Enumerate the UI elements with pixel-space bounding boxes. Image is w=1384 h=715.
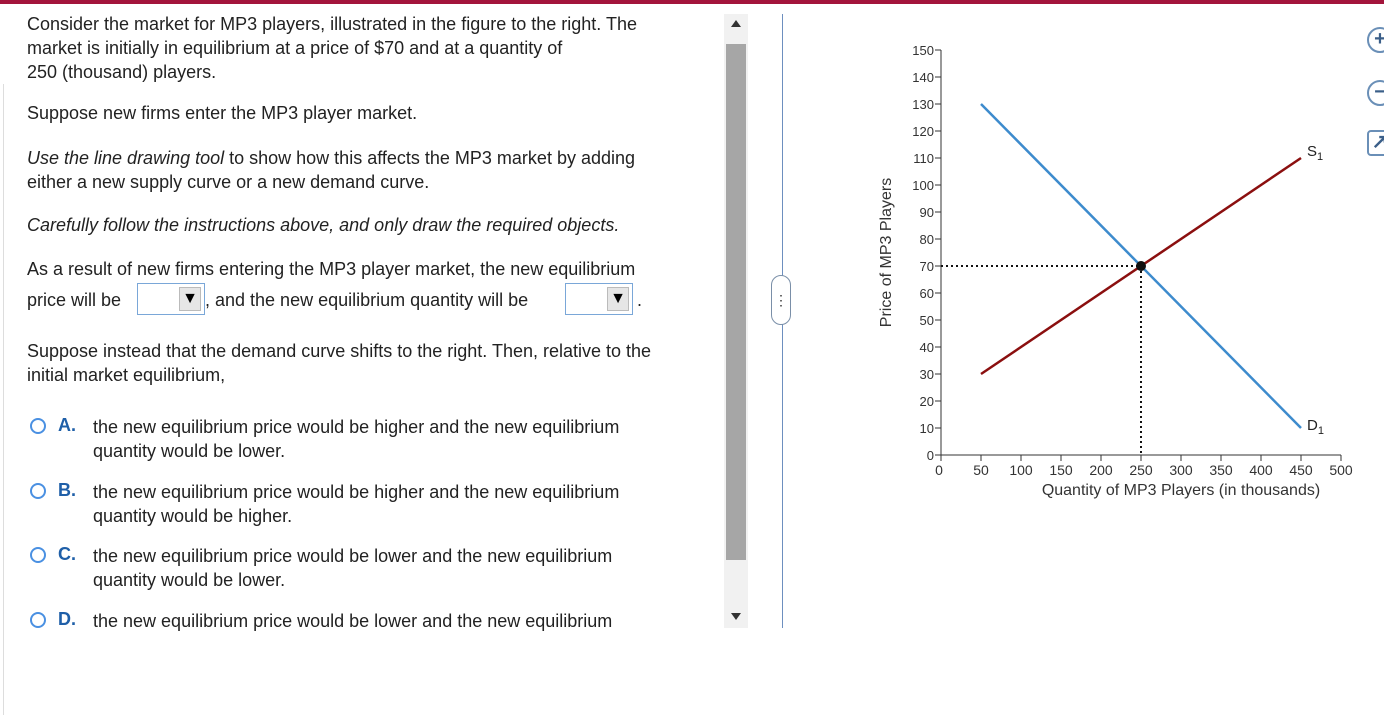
- suppose-text: Suppose new firms enter the MP3 player m…: [27, 103, 418, 123]
- scroll-down-arrow-icon[interactable]: [731, 613, 741, 620]
- suppose-instead-line-1: Suppose instead that the demand curve sh…: [27, 341, 652, 361]
- option-d-line-1: the new equilibrium price would be lower…: [93, 611, 613, 631]
- x-tick-label: 400: [1249, 462, 1273, 478]
- scroll-thumb[interactable]: [726, 44, 746, 560]
- quantity-will-be-label: , and the new equilibrium quantity will …: [205, 290, 529, 310]
- pane-resize-handle[interactable]: ⋮: [771, 275, 791, 325]
- x-tick-label: 0: [935, 462, 943, 478]
- price-dropdown-arrow-icon: ▼: [179, 287, 201, 311]
- intro-text: Consider the market for MP3 players, ill…: [27, 12, 637, 84]
- option-a-line-1: the new equilibrium price would be highe…: [93, 417, 620, 437]
- option-d-radio[interactable]: [30, 612, 46, 628]
- option-c-radio[interactable]: [30, 547, 46, 563]
- supply-demand-chart[interactable]: 0 10 20 30 40 50 60 70 80 90 100 110 120 130 140 150 0 5…: [860, 30, 1370, 510]
- option-b-text: the new equilibrium price would be highe…: [93, 480, 693, 528]
- y-tick-label: 110: [913, 151, 934, 166]
- option-d-letter: D.: [58, 609, 76, 629]
- x-tick-label: 350: [1209, 462, 1233, 478]
- instruction-rest-2: either a new supply curve or a new deman…: [27, 172, 430, 192]
- option-b-line-2: quantity would be higher.: [93, 506, 293, 526]
- y-tick-label: 30: [920, 367, 934, 382]
- y-tick-label: 0: [927, 448, 934, 463]
- y-tick-label: 150: [912, 43, 934, 58]
- intro-line-3: 250 (thousand) players.: [27, 62, 217, 82]
- y-tick-label: 20: [920, 394, 934, 409]
- question-scrollbar[interactable]: [724, 14, 748, 628]
- question-pane: Consider the market for MP3 players, ill…: [0, 4, 760, 715]
- y-tick-label: 140: [912, 70, 934, 85]
- x-tick-label: 250: [1129, 462, 1153, 478]
- option-b-letter: B.: [58, 480, 76, 500]
- option-c-text: the new equilibrium price would be lower…: [93, 544, 693, 592]
- intro-line-2: market is initially in equilibrium at a …: [27, 38, 563, 58]
- x-tick-label: 150: [1049, 462, 1073, 478]
- intro-line-1: Consider the market for MP3 players, ill…: [27, 14, 637, 34]
- instruction-italic: Use the line drawing tool: [27, 148, 225, 168]
- x-axis-label: Quantity of MP3 Players (in thousands): [1042, 482, 1320, 499]
- x-axis-ticks: 0 50 100 150 200 250 300 350 400 450 500: [935, 455, 1353, 478]
- quantity-dropdown[interactable]: ▼: [565, 283, 633, 315]
- option-a-text: the new equilibrium price would be highe…: [93, 415, 693, 463]
- careful-text: Carefully follow the instructions above,…: [27, 213, 619, 237]
- x-tick-label: 50: [973, 462, 989, 478]
- y-tick-label: 90: [920, 205, 934, 220]
- price-dropdown[interactable]: ▼: [137, 283, 205, 315]
- scroll-up-arrow-icon[interactable]: [731, 20, 741, 27]
- y-tick-label: 120: [912, 124, 934, 139]
- option-c-line-1: the new equilibrium price would be lower…: [93, 546, 613, 566]
- x-tick-label: 100: [1009, 462, 1033, 478]
- option-a-radio[interactable]: [30, 418, 46, 434]
- popout-icon[interactable]: ↗: [1367, 130, 1384, 156]
- suppose-instead-line-2: initial market equilibrium,: [27, 365, 226, 385]
- x-tick-label: 500: [1329, 462, 1353, 478]
- y-tick-label: 80: [920, 232, 934, 247]
- x-tick-label: 300: [1169, 462, 1193, 478]
- equilibrium-point[interactable]: [1136, 261, 1146, 271]
- x-tick-label: 450: [1289, 462, 1313, 478]
- option-a-line-2: quantity would be lower.: [93, 441, 286, 461]
- suppose-instead-text: Suppose instead that the demand curve sh…: [27, 339, 651, 387]
- zoom-in-icon[interactable]: +: [1367, 27, 1384, 53]
- option-c-line-2: quantity would be lower.: [93, 570, 286, 590]
- period-text: .: [637, 290, 643, 310]
- option-b-line-1: the new equilibrium price would be highe…: [93, 482, 620, 502]
- y-tick-label: 100: [912, 178, 934, 193]
- y-tick-label: 130: [912, 97, 934, 112]
- supply-curve-label: S1: [1307, 143, 1323, 163]
- top-accent-bar: [0, 0, 1384, 4]
- option-a-letter: A.: [58, 415, 76, 435]
- x-tick-label: 200: [1089, 462, 1113, 478]
- pane-border: [3, 84, 4, 715]
- careful-italic: Carefully follow the instructions above,…: [27, 215, 620, 235]
- y-axis-ticks: 0 10 20 30 40 50 60 70 80 90 100 110 120 130 140 150: [912, 43, 941, 463]
- zoom-out-icon[interactable]: −: [1367, 80, 1384, 106]
- demand-curve-label: D1: [1307, 417, 1324, 437]
- option-b-radio[interactable]: [30, 483, 46, 499]
- quantity-dropdown-arrow-icon: ▼: [607, 287, 629, 311]
- y-tick-label: 50: [920, 313, 934, 328]
- y-tick-label: 40: [920, 340, 934, 355]
- result-line-1: As a result of new firms entering the MP…: [27, 259, 636, 279]
- y-tick-label: 60: [920, 286, 934, 301]
- y-tick-label: 70: [920, 259, 934, 274]
- price-will-be-label: price will be: [27, 290, 122, 310]
- instruction-rest-1: to show how this affects the MP3 market …: [224, 148, 636, 168]
- instruction-text: Use the line drawing tool to show how th…: [27, 146, 635, 194]
- y-tick-label: 10: [920, 421, 934, 436]
- y-axis-label: Price of MP3 Players: [878, 178, 895, 327]
- option-d-text: the new equilibrium price would be lower…: [93, 609, 693, 633]
- option-c-letter: C.: [58, 544, 76, 564]
